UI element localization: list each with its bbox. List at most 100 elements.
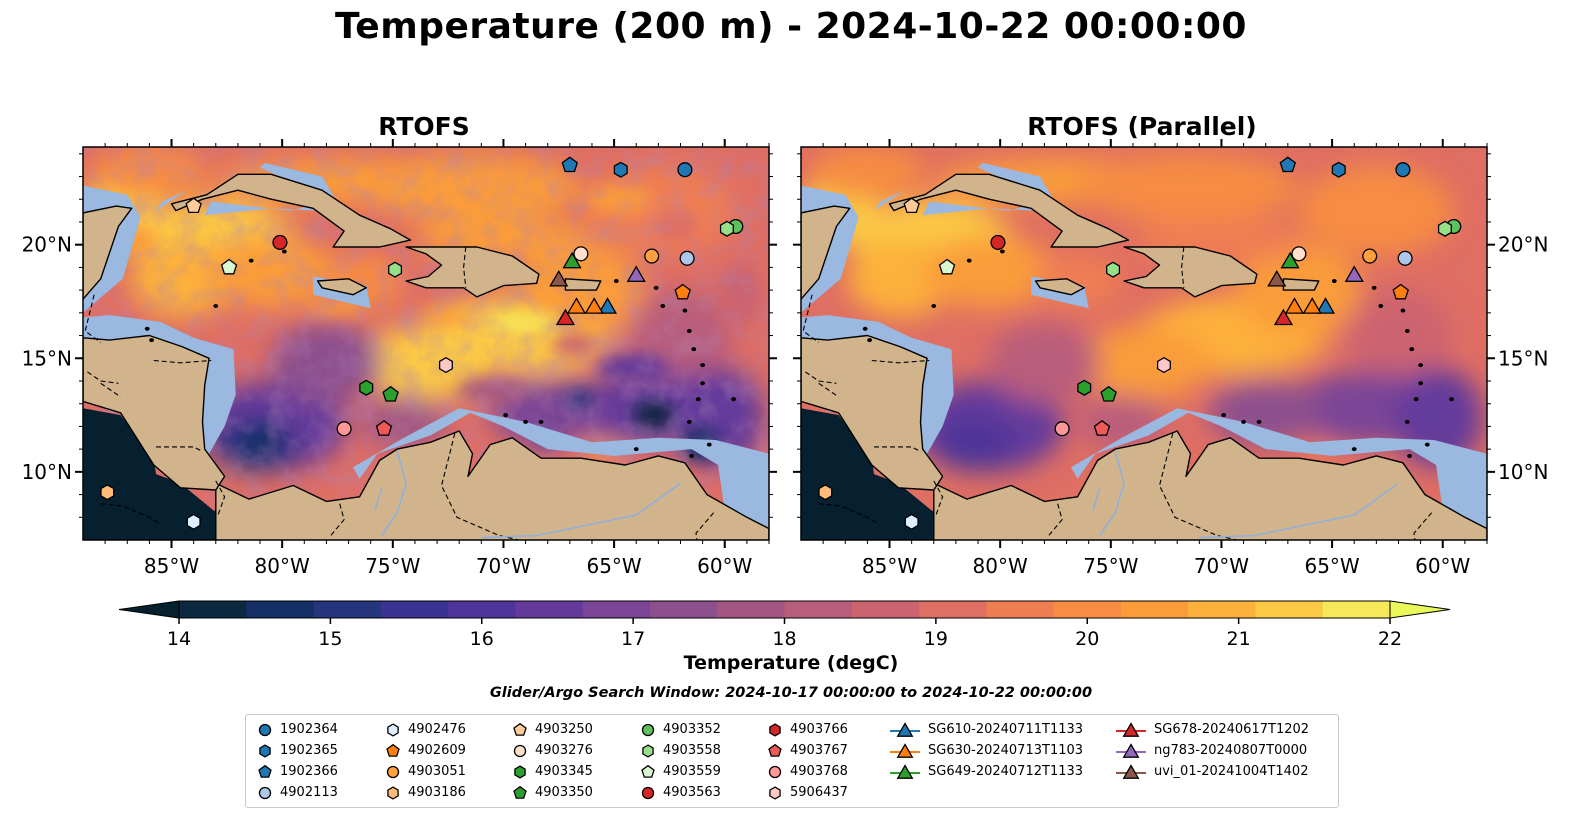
island [1413, 397, 1419, 402]
triangle-marker [896, 763, 914, 779]
circle-icon [258, 786, 272, 799]
island [686, 329, 692, 334]
legend-entry: 4903250 [513, 719, 593, 740]
island [1221, 413, 1227, 418]
colorbar-bin [380, 601, 449, 618]
circle-marker [1395, 162, 1411, 178]
pentagon-marker [1392, 283, 1409, 300]
landmass [316, 278, 367, 296]
triangle-marker [566, 297, 587, 314]
small-islands [862, 249, 1454, 458]
circle-marker [386, 765, 400, 778]
border-line [874, 446, 921, 452]
pentagon-marker [375, 419, 393, 436]
island [1424, 442, 1430, 447]
legend-label: 4903766 [790, 722, 848, 737]
pentagon-marker [258, 764, 272, 778]
pentagon-icon [258, 764, 272, 778]
colorbar-tick-label: 17 [621, 628, 645, 650]
pentagon-marker [1093, 419, 1111, 436]
triangle-marker [549, 270, 569, 287]
hexagon-marker [642, 743, 654, 758]
pacific-ocean [801, 408, 1050, 540]
pacific-ocean [83, 408, 332, 540]
figure-title: Temperature (200 m) - 2024-10-22 00:00:0… [335, 6, 1247, 47]
river-line [1092, 487, 1101, 511]
lon-tick-label: 70°W [476, 554, 531, 578]
border-line [463, 246, 467, 288]
triangle-icon [890, 763, 920, 779]
hexagon-icon [769, 722, 781, 737]
legend-label: SG630-20240713T1103 [928, 743, 1084, 758]
landmass [888, 173, 1130, 248]
legend-entry: 4903766 [768, 719, 848, 740]
legend-label: 4903558 [663, 743, 721, 758]
circle-marker [573, 246, 589, 262]
temperature-blob [1077, 153, 1299, 222]
pentagon-marker [386, 743, 400, 757]
temperature-blob [809, 147, 925, 200]
legend-label: SG610-20240711T1133 [928, 722, 1084, 737]
island [1418, 381, 1424, 386]
island [523, 419, 528, 424]
landmass [564, 278, 602, 291]
colorbar-bin [179, 601, 247, 618]
hexagon-icon [387, 785, 399, 800]
map-axes: 85°W 80°W 75°W 70°W 65°W 60°W 10°N 15°N 20°N 85°W… [22, 139, 1548, 578]
pentagon-marker [561, 156, 579, 173]
hexagon-icon [642, 743, 654, 758]
shelf-area [922, 162, 1058, 216]
shelf-area [874, 190, 905, 211]
panel-title-rtofs: RTOFS [378, 112, 470, 141]
landmass [1034, 278, 1085, 296]
pentagon-marker [674, 283, 691, 300]
legend-label: 4903767 [790, 743, 848, 758]
pentagon-icon [513, 785, 527, 799]
legend-entry: 4903768 [768, 761, 848, 782]
triangle-marker [1267, 270, 1287, 287]
legend-label: 4903559 [663, 764, 721, 779]
legend-label: 4903345 [535, 764, 593, 779]
triangle-marker [1122, 763, 1140, 779]
legend-entry: 4903767 [768, 740, 848, 761]
river-line [381, 451, 407, 536]
legend-entry: 4903186 [386, 782, 466, 803]
colorbar-bin [1322, 601, 1391, 618]
border-line [1158, 433, 1240, 540]
triangle-marker [1273, 308, 1294, 326]
legend-entry: 5906437 [768, 782, 848, 803]
observation-markers [818, 156, 1462, 530]
colorbar-bin [1188, 601, 1257, 618]
legend-entry: 4902476 [386, 719, 466, 740]
triangle-icon [1116, 763, 1146, 779]
circle-marker [1291, 246, 1307, 262]
pentagon-marker [641, 764, 655, 778]
landmass [1282, 278, 1320, 291]
pentagon-marker [220, 258, 238, 275]
map-frames [82, 146, 1488, 541]
colorbar-bin [986, 601, 1055, 618]
legend-label: 4903768 [790, 764, 848, 779]
border-line [100, 503, 161, 525]
colorbar-tick-label: 16 [470, 628, 494, 650]
colorbar-tick-label: 15 [318, 628, 342, 650]
hexagon-marker [613, 161, 628, 178]
legend-entry: 4903350 [513, 782, 593, 803]
pentagon-icon [513, 722, 527, 736]
island [1407, 453, 1412, 458]
lon-tick-label: 75°W [365, 554, 420, 578]
hexagon-marker [1106, 261, 1121, 278]
island [1256, 419, 1262, 424]
circle-marker [272, 234, 288, 250]
legend-label: SG678-20240617T1202 [1154, 722, 1310, 737]
legend-entry: 4903563 [641, 782, 721, 803]
island [281, 249, 287, 254]
border-line [440, 433, 522, 540]
island [1404, 419, 1410, 424]
circle-marker [641, 723, 655, 736]
panel-title-rtofs-parallel: RTOFS (Parallel) [1027, 112, 1257, 141]
legend-entry: 4903352 [641, 719, 721, 740]
island [700, 381, 706, 386]
legend-entry: SG610-20240711T1133 [890, 719, 1083, 740]
colorbar-bin [448, 601, 516, 618]
